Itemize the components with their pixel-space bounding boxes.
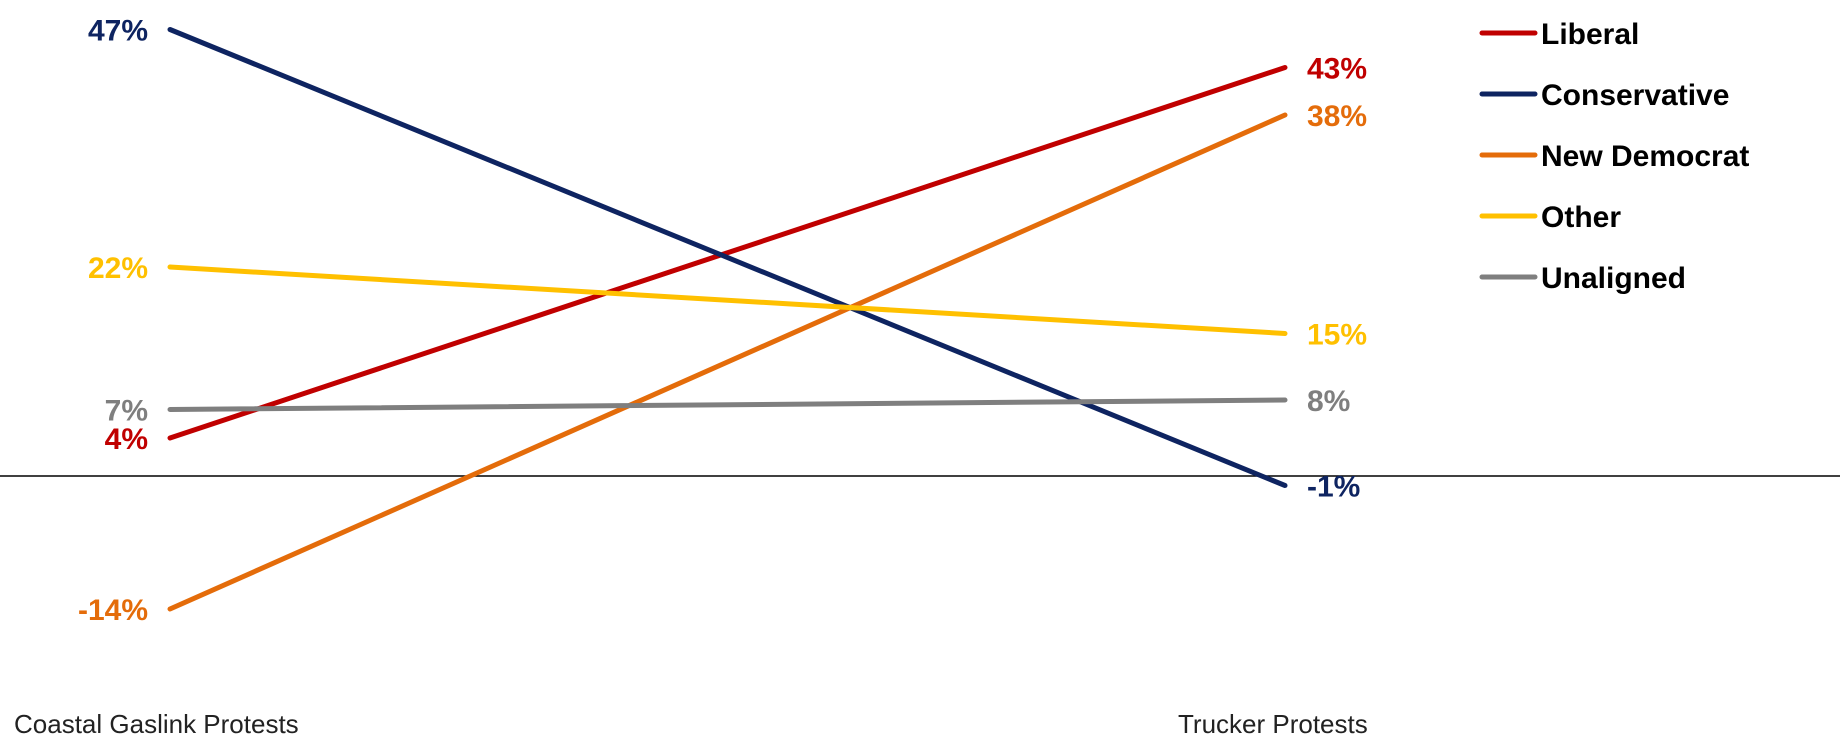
series-line-liberal xyxy=(167,65,1288,441)
series-line-conservative xyxy=(167,27,1288,488)
value-label-conservative-start: 47% xyxy=(88,15,148,48)
value-labels: 4% 43% 47% -1% -14% 38% 22% 15% 7% 8% xyxy=(78,15,1367,628)
legend-label-new-democrat: New Democrat xyxy=(1541,140,1749,173)
value-label-unaligned-start: 7% xyxy=(105,395,148,428)
x-axis-label-trucker-protests: Trucker Protests xyxy=(1178,709,1368,737)
value-label-other-start: 22% xyxy=(88,252,148,285)
legend: Liberal Conservative New Democrat Other Unal… xyxy=(1479,18,1749,295)
value-label-unaligned-end: 8% xyxy=(1307,385,1350,418)
series-line-unaligned xyxy=(167,397,1288,412)
value-label-other-end: 15% xyxy=(1307,319,1367,352)
legend-label-conservative: Conservative xyxy=(1541,79,1729,112)
value-label-conservative-end: -1% xyxy=(1307,471,1360,504)
series-layer xyxy=(167,27,1288,612)
legend-label-unaligned: Unaligned xyxy=(1541,262,1686,295)
value-label-liberal-start: 4% xyxy=(105,423,148,456)
legend-label-other: Other xyxy=(1541,201,1621,234)
x-axis-labels: Coastal Gaslink Protests Trucker Protests xyxy=(14,709,1368,737)
legend-label-liberal: Liberal xyxy=(1541,18,1639,51)
value-label-new-democrat-end: 38% xyxy=(1307,100,1367,133)
value-label-liberal-end: 43% xyxy=(1307,53,1367,86)
series-line-other xyxy=(167,264,1288,336)
x-axis-label-coastal-gaslink-protests: Coastal Gaslink Protests xyxy=(14,709,299,737)
series-line-new-democrat xyxy=(167,112,1288,612)
value-label-new-democrat-start: -14% xyxy=(78,594,148,627)
